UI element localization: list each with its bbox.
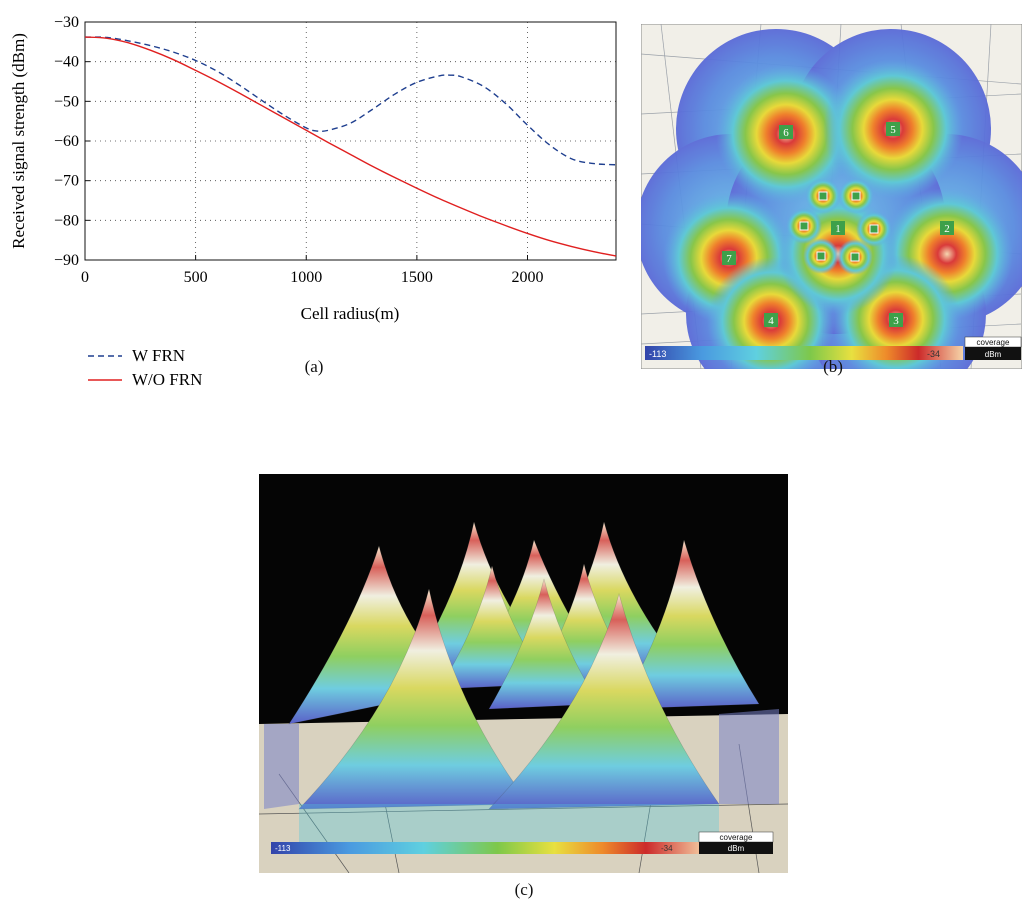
panel-b-coverage-map: 1 2 3 4 5 6 7 -113 -34 coverage dBm xyxy=(636,23,1029,404)
caption-c: (c) xyxy=(514,880,534,899)
cell-label-3: 3 xyxy=(889,313,903,327)
legend-title: coverage xyxy=(977,338,1010,347)
legend-max-3d: -34 xyxy=(661,844,673,853)
svg-text:2: 2 xyxy=(944,223,950,235)
coverage-peaks xyxy=(288,521,760,810)
x-tick-label: 0 xyxy=(81,269,89,286)
series-line-wo-frn xyxy=(85,36,616,257)
y-tick-label: −40 xyxy=(54,54,79,71)
x-tick-label: 2000 xyxy=(512,269,544,286)
cell-label-6: 6 xyxy=(779,125,793,139)
x-axis-label: Cell radius(m) xyxy=(301,304,400,323)
legend-min: -113 xyxy=(649,349,666,359)
small-cell-markers xyxy=(799,191,879,262)
svg-text:1: 1 xyxy=(835,223,841,235)
x-tick-label: 1500 xyxy=(401,269,433,286)
panel-c-coverage-3d: -113 -34 coverage dBm xyxy=(258,474,789,874)
cell-label-4: 4 xyxy=(764,313,778,327)
cell-label-1: 1 xyxy=(831,221,845,235)
y-tick-label: −50 xyxy=(54,93,79,110)
y-tick-label: −60 xyxy=(54,133,79,150)
grid xyxy=(85,22,616,260)
coverage-3d-image: -113 -34 coverage dBm xyxy=(258,474,789,874)
legend-min-3d: -113 xyxy=(275,844,291,853)
legend-label: W FRN xyxy=(132,346,185,365)
svg-text:4: 4 xyxy=(768,315,774,327)
cell-label-2: 2 xyxy=(940,221,954,235)
caption-b: (b) xyxy=(823,357,843,376)
cell-label-5: 5 xyxy=(886,122,900,136)
ticks: 0 500 1000 1500 2000 −30 −40 −50 −60 −70 −80 −90 xyxy=(54,14,544,286)
x-tick-label: 500 xyxy=(184,269,208,286)
legend-label: W/O FRN xyxy=(132,370,202,389)
svg-text:6: 6 xyxy=(783,127,789,139)
coverage-legend: -113 -34 coverage dBm xyxy=(645,336,1022,360)
coverage-legend-3d: -113 -34 coverage dBm xyxy=(271,831,774,854)
svg-text:7: 7 xyxy=(726,253,732,265)
y-axis-label: Received signal strength (dBm) xyxy=(9,33,28,249)
svg-text:5: 5 xyxy=(890,124,896,136)
x-tick-label: 1000 xyxy=(290,269,322,286)
legend: W FRN W/O FRN xyxy=(88,346,202,389)
svg-text:3: 3 xyxy=(893,315,899,327)
panel-a-chart: 0 500 1000 1500 2000 −30 −40 −50 −60 −70 −80 −90 Ce… xyxy=(0,0,625,400)
y-tick-label: −70 xyxy=(54,173,79,190)
legend-unit: dBm xyxy=(985,350,1002,359)
coverage-curtain xyxy=(264,709,779,846)
legend-unit-3d: dBm xyxy=(728,844,745,853)
legend-title-3d: coverage xyxy=(720,833,753,842)
cell-labels: 1 2 3 4 5 6 7 xyxy=(722,122,954,327)
series-lines xyxy=(85,36,616,257)
legend-max: -34 xyxy=(927,349,940,359)
y-tick-label: −90 xyxy=(54,252,79,269)
coverage-map-image: 1 2 3 4 5 6 7 -113 -34 coverage dBm xyxy=(636,23,1029,404)
line-chart: 0 500 1000 1500 2000 −30 −40 −50 −60 −70 −80 −90 Ce… xyxy=(9,14,617,389)
caption-a: (a) xyxy=(304,357,324,376)
y-tick-label: −30 xyxy=(54,14,79,31)
cell-label-7: 7 xyxy=(722,251,736,265)
y-tick-label: −80 xyxy=(54,212,79,229)
